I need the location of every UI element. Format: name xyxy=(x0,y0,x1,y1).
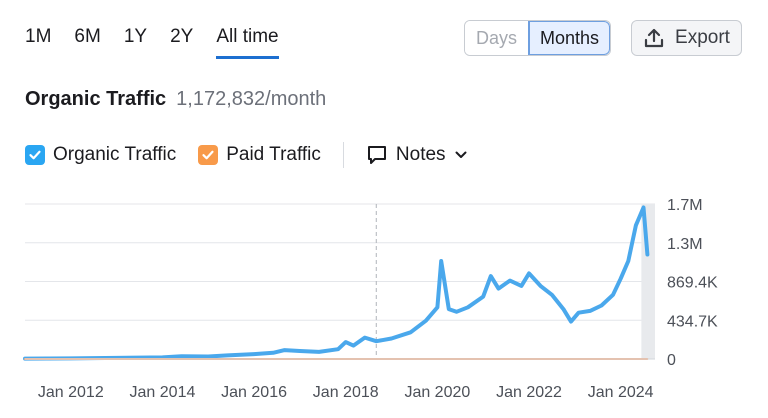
legend-organic-traffic[interactable]: Organic Traffic xyxy=(25,144,176,166)
legend: Organic Traffic Paid Traffic Notes xyxy=(25,142,468,168)
range-tab-1m[interactable]: 1M xyxy=(25,26,52,47)
y-tick-label: 0 xyxy=(667,352,676,369)
range-tab-6m[interactable]: 6M xyxy=(74,26,101,47)
chart-header: Organic Traffic 1,172,832/month xyxy=(25,88,326,111)
notes-dropdown[interactable]: Notes xyxy=(366,144,468,166)
export-button[interactable]: Export xyxy=(631,20,742,56)
range-tab-all-time[interactable]: All time xyxy=(216,25,279,59)
x-tick-label: Jan 2020 xyxy=(404,384,470,401)
x-tick-label: Jan 2022 xyxy=(496,384,562,401)
traffic-value: 1,172,832/month xyxy=(176,88,327,110)
months-button[interactable]: Months xyxy=(528,21,611,55)
checkbox-checked-icon[interactable] xyxy=(25,145,45,165)
series-organic-traffic xyxy=(23,205,650,361)
x-tick-label: Jan 2024 xyxy=(588,384,654,401)
y-tick-label: 434.7K xyxy=(667,313,718,330)
notes-label: Notes xyxy=(395,144,446,165)
legend-paid-traffic[interactable]: Paid Traffic xyxy=(198,144,321,166)
legend-divider xyxy=(342,142,344,168)
days-button[interactable]: Days xyxy=(465,21,529,55)
x-tick-label: Jan 2014 xyxy=(130,384,196,401)
y-tick-label: 869.4K xyxy=(667,275,718,292)
time-range-tabs: 1M 6M 1Y 2Y All time xyxy=(25,25,302,59)
upload-icon xyxy=(644,28,664,48)
page-title: Organic Traffic xyxy=(25,88,167,110)
legend-organic-label: Organic Traffic xyxy=(53,144,177,165)
y-tick-label: 1.7M xyxy=(667,197,703,214)
y-tick-label: 1.3M xyxy=(667,236,703,253)
checkbox-checked-icon[interactable] xyxy=(198,145,219,165)
x-tick-label: Jan 2012 xyxy=(38,384,104,401)
x-tick-label: Jan 2016 xyxy=(221,384,287,401)
x-tick-label: Jan 2018 xyxy=(313,384,379,401)
export-label: Export xyxy=(675,27,730,48)
range-tab-1y[interactable]: 1Y xyxy=(123,26,148,47)
range-tab-2y[interactable]: 2Y xyxy=(170,26,194,47)
current-period-band xyxy=(641,204,655,359)
legend-paid-label: Paid Traffic xyxy=(226,144,321,165)
comment-icon xyxy=(367,146,386,164)
granularity-toggle: Days Months xyxy=(464,20,612,56)
chevron-down-icon xyxy=(455,151,467,158)
